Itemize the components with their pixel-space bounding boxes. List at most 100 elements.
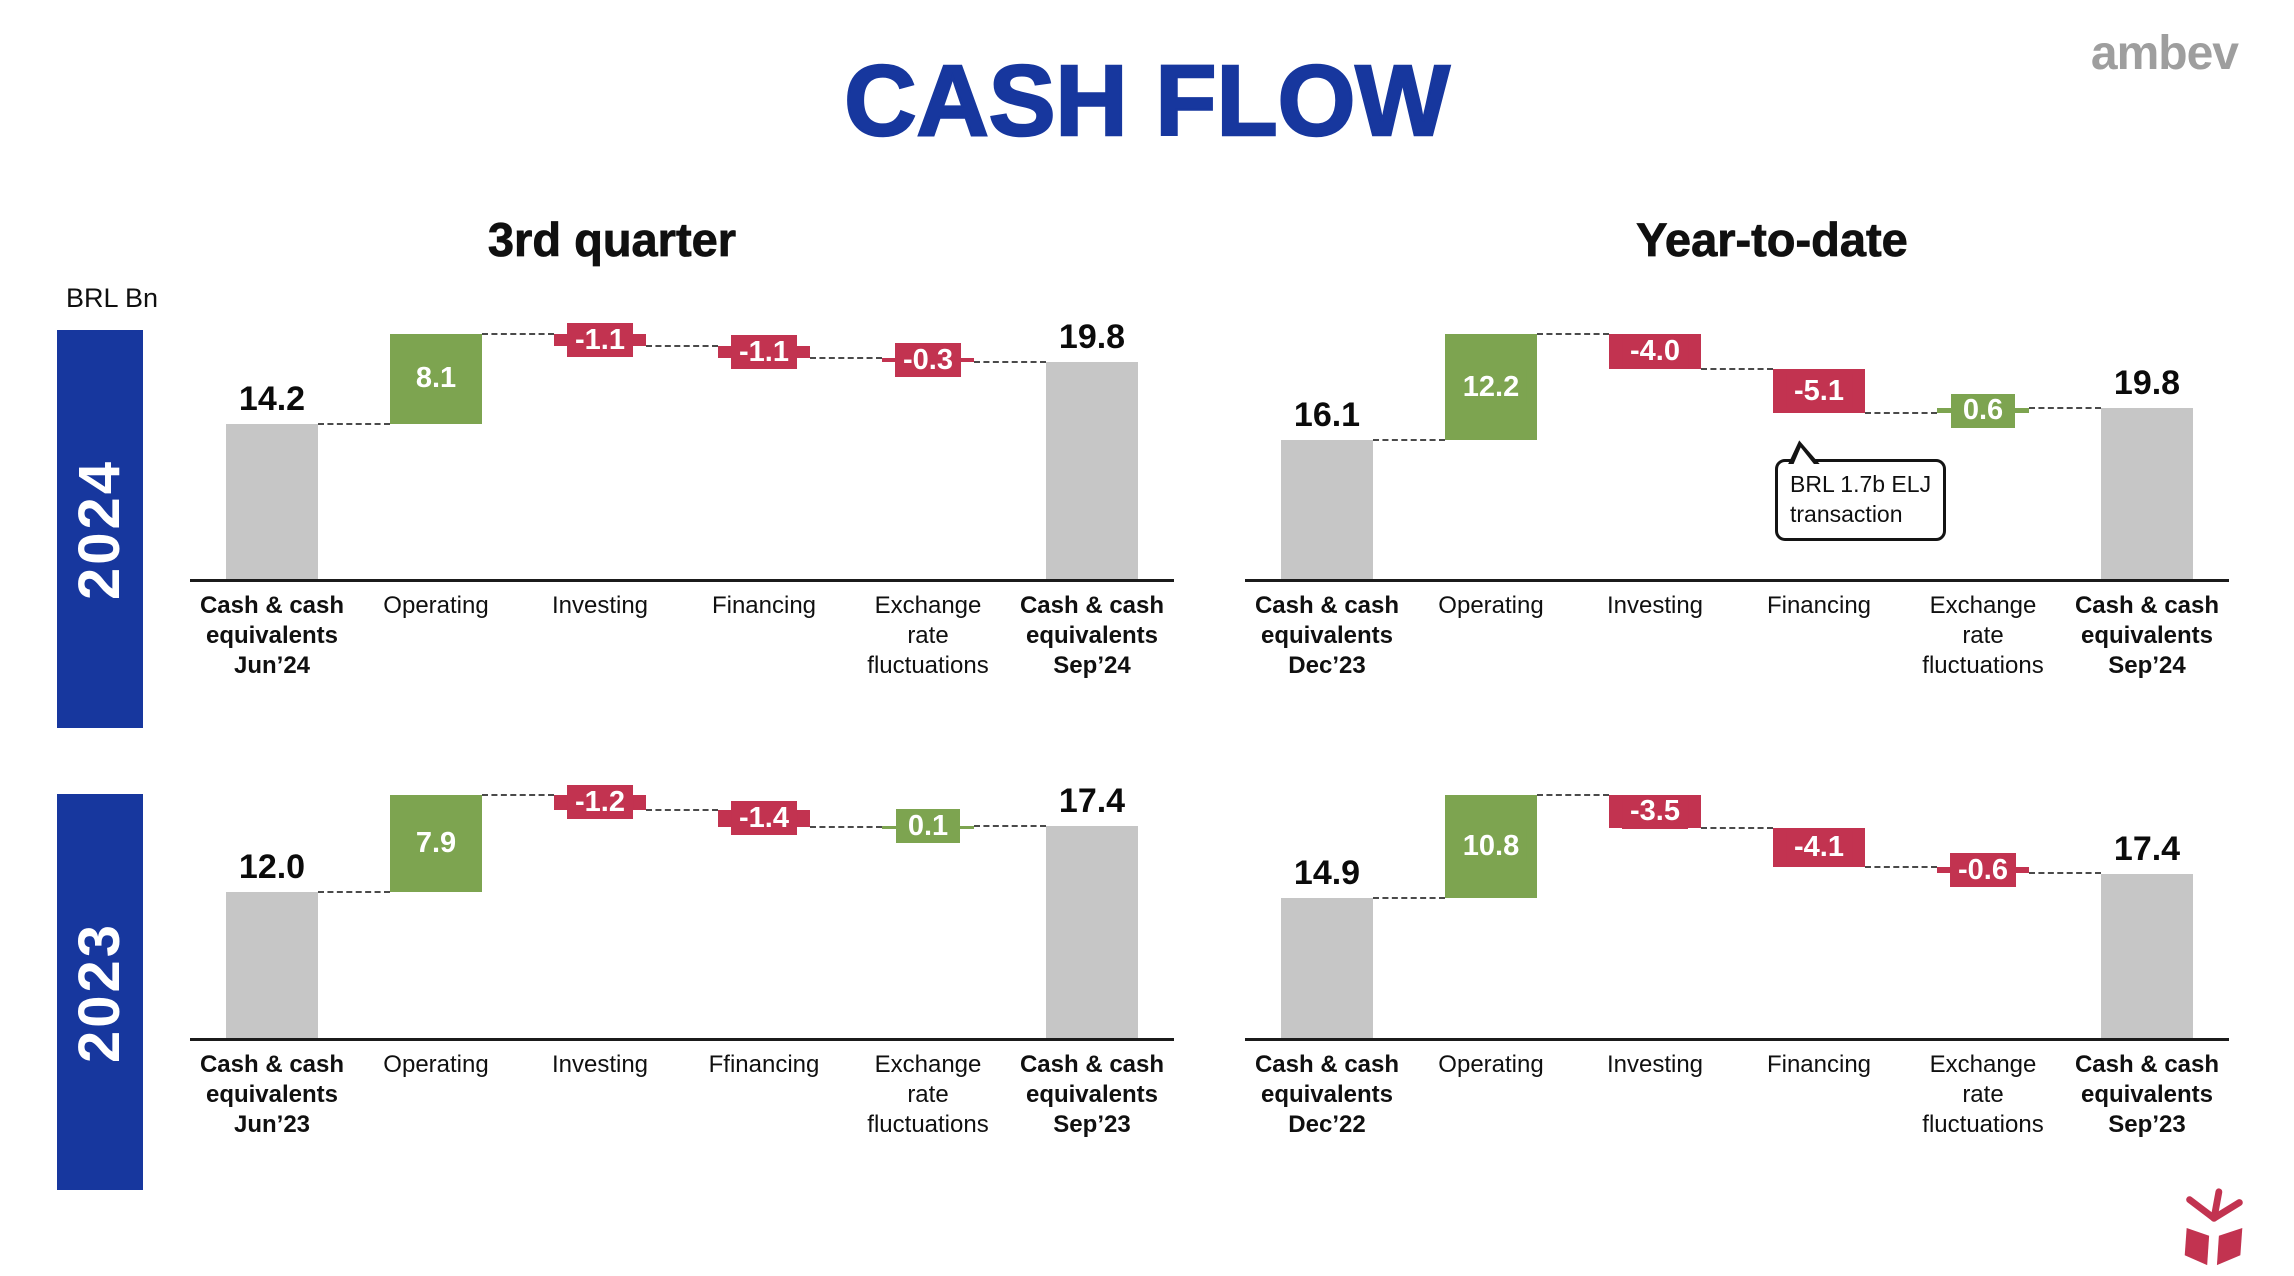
x-axis <box>190 579 1174 582</box>
year-label-2024: 2024 <box>67 458 133 600</box>
x-axis <box>1245 579 2229 582</box>
bar-value-badge: -1.4 <box>731 801 797 836</box>
waterfall-2023-q3: 12.0 7.9 -1.2 -1.4 0.1 17.4 Cash & cash equiva… <box>190 782 1174 1138</box>
category-label: Financing <box>711 592 817 619</box>
category-label: Operating <box>383 592 489 619</box>
category-label: Cash & cash equivalents Jun’24 <box>199 592 345 679</box>
connector-line <box>1701 367 1773 370</box>
column-header-3rd-quarter: 3rd quarter <box>487 213 737 267</box>
connector-line <box>1373 439 1445 442</box>
category-label: Exchange rate fluctuations <box>1922 1051 2044 1138</box>
callout-bubble: BRL 1.7b ELJ transaction <box>1775 440 1947 542</box>
ambev-logo: ambev <box>2090 27 2239 80</box>
connector-line <box>1701 827 1773 830</box>
waterfall-2024-ytd: 16.1 12.2 -4.0 -5.1 0.6 19.8 BRL 1.7b ELJ tran… <box>1245 333 2229 679</box>
category-label: Operating <box>383 1051 489 1078</box>
callout-text: BRL 1.7b ELJ transaction <box>1790 471 1932 528</box>
total-bar <box>226 423 318 581</box>
bar-value-badge: 0.1 <box>896 809 960 844</box>
bar-value-badge: 12.2 <box>1454 370 1528 405</box>
category-label: Cash & cash equivalents Sep’23 <box>2074 1051 2220 1138</box>
plot-area: 14.9 10.8 -3.5 -4.1 -0.6 17.4 <box>1245 794 2229 1040</box>
connector-line <box>1537 794 1609 796</box>
gift-icon <box>2174 1186 2254 1268</box>
connector-line <box>1373 896 1445 899</box>
x-axis <box>1245 1038 2229 1041</box>
bar-value-label: 12.0 <box>238 848 306 887</box>
category-label: Cash & cash equivalents Sep’24 <box>1019 592 1165 679</box>
category-label: Investing <box>1606 592 1704 619</box>
bar-value-label: 17.4 <box>1058 781 1126 820</box>
bar-value-label: 17.4 <box>2113 830 2181 869</box>
total-bar <box>1281 897 1373 1040</box>
bar-value-label: 19.8 <box>1058 317 1126 356</box>
bar-value-label: 14.2 <box>238 379 306 418</box>
category-label: Cash & cash equivalents Dec’23 <box>1254 592 1400 679</box>
connector-line <box>1865 412 1937 415</box>
bar-value-badge: 0.6 <box>1951 393 2015 428</box>
category-label: Cash & cash equivalents Jun’23 <box>199 1051 345 1138</box>
connector-line <box>810 826 882 828</box>
connector-line <box>810 357 882 360</box>
category-label: Investing <box>551 1051 649 1078</box>
connector-line <box>318 891 390 894</box>
category-label: Exchange rate fluctuations <box>867 592 989 679</box>
connector-line <box>2029 407 2101 410</box>
x-axis <box>190 1038 1174 1041</box>
category-label: Cash & cash equivalents Dec’22 <box>1254 1051 1400 1138</box>
category-label: Financing <box>1766 1051 1872 1078</box>
bar-value-badge: 10.8 <box>1454 829 1528 864</box>
connector-line <box>1865 866 1937 869</box>
bar-value-badge: -4.1 <box>1786 830 1852 865</box>
bar-value-label: 16.1 <box>1293 396 1361 435</box>
bar-value-badge: -0.3 <box>895 343 961 378</box>
bar-value-badge: 7.9 <box>404 826 468 861</box>
bar-value-badge: -4.0 <box>1622 334 1688 369</box>
plot-area: 14.2 8.1 -1.1 -1.1 -0.3 19.8 <box>190 318 1174 581</box>
unit-label: BRL Bn <box>66 283 159 313</box>
bar-value-badge: 8.1 <box>404 361 468 396</box>
total-bar <box>1046 825 1138 1040</box>
year-band-2023: 2023 <box>57 794 143 1190</box>
category-label: Operating <box>1438 592 1544 619</box>
connector-line <box>482 794 554 796</box>
bar-value-badge: -1.1 <box>731 335 797 370</box>
page-title: CASH FLOW <box>843 44 1451 159</box>
connector-line <box>974 824 1046 827</box>
bar-value-badge: -3.5 <box>1622 794 1688 829</box>
category-label: Exchange rate fluctuations <box>867 1051 989 1138</box>
category-label: Investing <box>551 592 649 619</box>
category-label: Cash & cash equivalents Sep’23 <box>1019 1051 1165 1138</box>
plot-area: 12.0 7.9 -1.2 -1.4 0.1 17.4 <box>190 782 1174 1040</box>
bar-value-label: 19.8 <box>2113 364 2181 403</box>
total-bar <box>2101 408 2193 581</box>
total-bar <box>1281 440 1373 581</box>
connector-line <box>1537 333 1609 335</box>
category-label: Investing <box>1606 1051 1704 1078</box>
category-label: Cash & cash equivalents Sep’24 <box>2074 592 2220 679</box>
connector-line <box>646 808 718 811</box>
total-bar <box>226 892 318 1040</box>
bar-value-badge: -0.6 <box>1950 853 2016 888</box>
connector-line <box>482 333 554 335</box>
total-bar <box>1046 361 1138 581</box>
connector-line <box>974 360 1046 363</box>
connector-line <box>2029 872 2101 875</box>
connector-line <box>318 422 390 425</box>
category-label: Financing <box>1766 592 1872 619</box>
connector-line <box>646 345 718 348</box>
category-label: Operating <box>1438 1051 1544 1078</box>
column-header-year-to-date: Year-to-date <box>1636 213 1908 267</box>
bar-value-label: 14.9 <box>1293 853 1361 892</box>
year-band-2024: 2024 <box>57 330 143 728</box>
total-bar <box>2101 874 2193 1040</box>
bar-value-badge: -1.1 <box>567 323 633 358</box>
waterfall-2023-ytd: 14.9 10.8 -3.5 -4.1 -0.6 17.4 Cash & cash equi… <box>1245 794 2229 1138</box>
plot-area: 16.1 12.2 -4.0 -5.1 0.6 19.8 BRL 1.7b ELJ tran… <box>1245 333 2229 581</box>
waterfall-2024-q3: 14.2 8.1 -1.1 -1.1 -0.3 19.8 Cash & cash equiv… <box>190 318 1174 679</box>
bar-value-badge: -5.1 <box>1786 374 1852 409</box>
category-label: Ffinancing <box>708 1051 820 1078</box>
bar-value-badge: -1.2 <box>567 785 633 820</box>
category-label: Exchange rate fluctuations <box>1922 592 2044 679</box>
